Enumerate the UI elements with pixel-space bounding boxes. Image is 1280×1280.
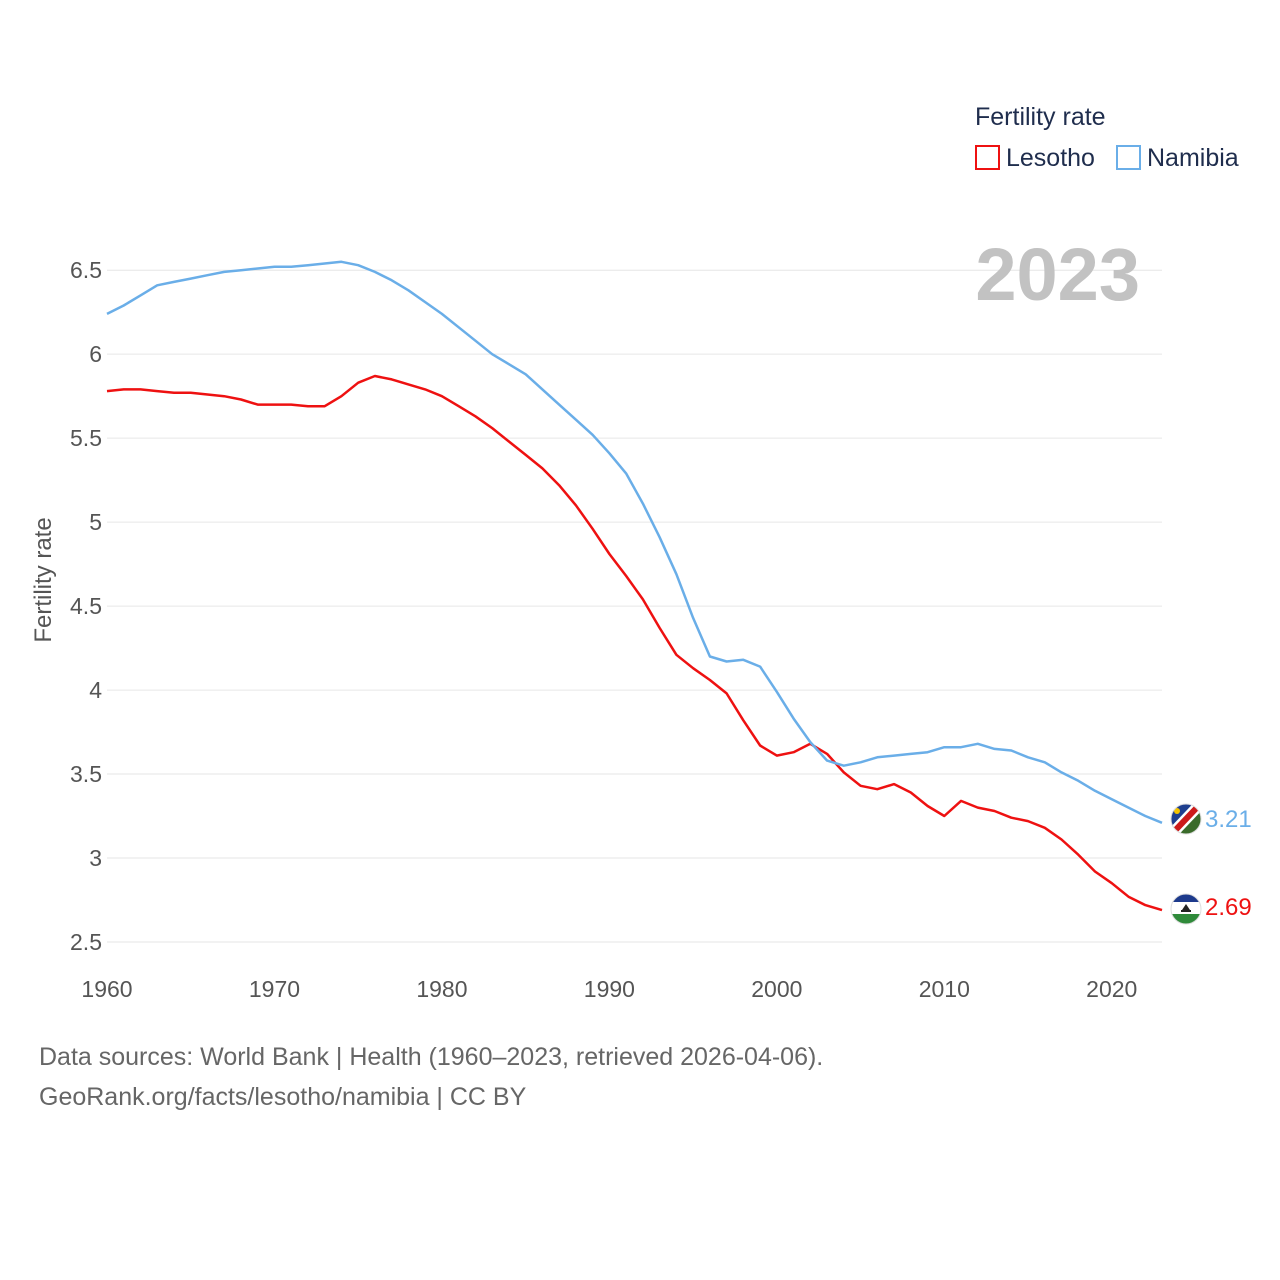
legend-title: Fertility rate bbox=[975, 103, 1106, 131]
legend-item-lesotho[interactable]: Lesotho bbox=[975, 144, 1095, 172]
x-tick-label: 2010 bbox=[919, 976, 970, 1002]
source-link[interactable]: GeoRank.org/facts/lesotho/namibia | CC B… bbox=[39, 1083, 527, 1111]
legend-item-namibia[interactable]: Namibia bbox=[1116, 144, 1239, 172]
y-tick-label: 3.5 bbox=[70, 761, 102, 787]
x-tick-label: 1980 bbox=[416, 976, 467, 1002]
namibia-flag-icon bbox=[1170, 803, 1202, 835]
data-source-note: Data sources: World Bank | Health (1960–… bbox=[39, 1043, 824, 1071]
lesotho-flag-icon bbox=[1170, 893, 1202, 925]
y-tick-label: 4.5 bbox=[70, 593, 102, 619]
gridlines bbox=[107, 269, 1162, 943]
x-tick-label: 1970 bbox=[249, 976, 300, 1002]
x-tick-label: 2020 bbox=[1086, 976, 1137, 1002]
legend-swatch-lesotho bbox=[975, 145, 1000, 170]
legend-label-namibia: Namibia bbox=[1147, 144, 1239, 172]
legend: Fertility rate Lesotho Namibia bbox=[975, 103, 1239, 172]
y-tick-label: 2.5 bbox=[70, 929, 102, 955]
y-axis-ticks: 2.5 3 3.5 4 4.5 5 5.5 6 6.5 bbox=[70, 257, 102, 955]
y-tick-label: 5 bbox=[89, 509, 102, 535]
y-tick-label: 6.5 bbox=[70, 257, 102, 283]
line-chart: 2.5 3 3.5 4 4.5 5 5.5 6 6.5 1960 1970 1980 1990 2000… bbox=[30, 103, 1252, 1002]
end-value-label-lesotho: 2.69 bbox=[1205, 894, 1252, 921]
x-tick-label: 2000 bbox=[751, 976, 802, 1002]
y-tick-label: 6 bbox=[89, 341, 102, 367]
series-line-lesotho[interactable] bbox=[106, 374, 1163, 912]
y-axis-label: Fertility rate bbox=[30, 517, 57, 642]
x-axis-ticks: 1960 1970 1980 1990 2000 2010 2020 bbox=[81, 976, 1137, 1002]
y-tick-label: 3 bbox=[89, 845, 102, 871]
legend-label-lesotho: Lesotho bbox=[1006, 144, 1095, 172]
x-tick-label: 1960 bbox=[81, 976, 132, 1002]
y-tick-label: 5.5 bbox=[70, 425, 102, 451]
y-tick-label: 4 bbox=[89, 677, 102, 703]
year-display: 2023 bbox=[975, 233, 1140, 316]
end-value-label-namibia: 3.21 bbox=[1205, 806, 1252, 833]
legend-swatch-namibia bbox=[1116, 145, 1141, 170]
series-line-namibia[interactable] bbox=[106, 260, 1163, 824]
x-tick-label: 1990 bbox=[584, 976, 635, 1002]
